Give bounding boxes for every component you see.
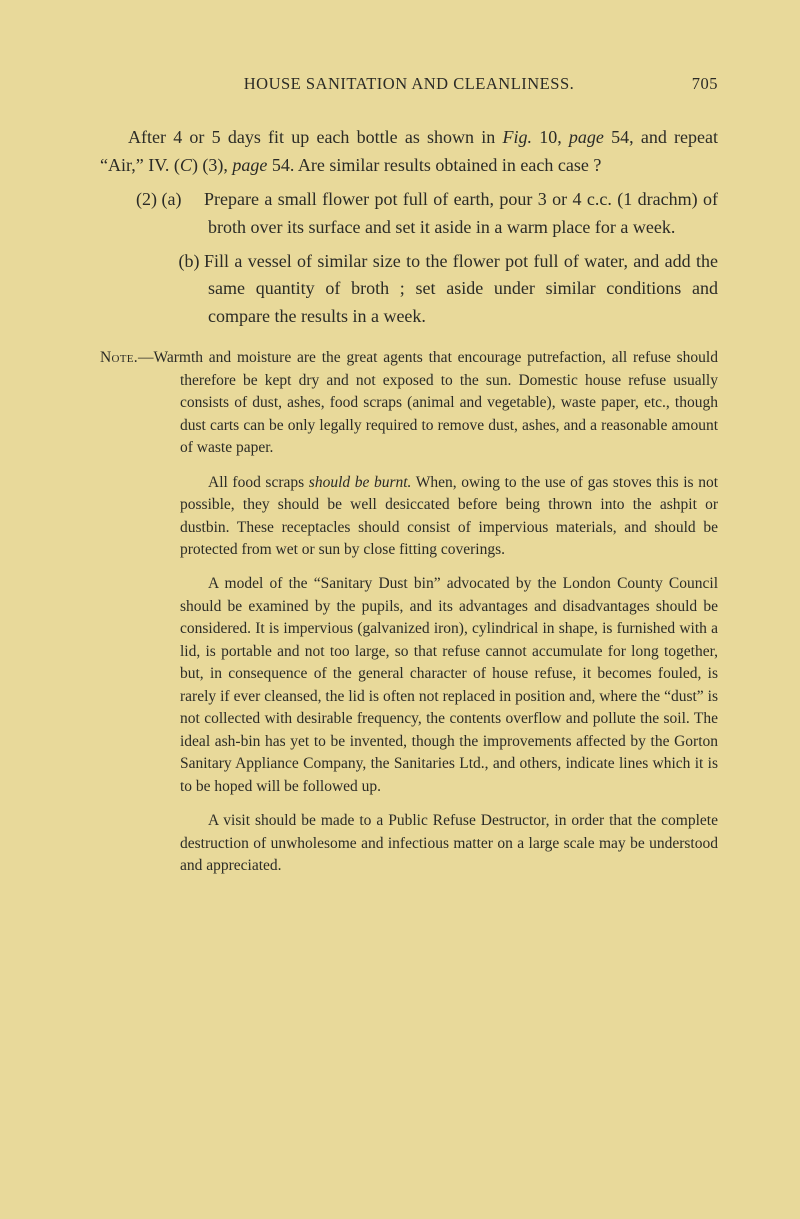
letter-c: C bbox=[180, 155, 192, 175]
note-paragraph-1: Note.—Warmth and moisture are the great … bbox=[100, 347, 718, 459]
label-text: (b) bbox=[179, 251, 200, 271]
list-item-2a: (2) (a) Prepare a small flower pot full o… bbox=[100, 186, 718, 242]
item-label: (2) (a) bbox=[136, 186, 204, 214]
fig-ref: Fig. bbox=[502, 127, 532, 147]
note-italic: should be burnt. bbox=[309, 474, 412, 491]
label-text: (2) (a) bbox=[136, 189, 181, 209]
note-text: —Warmth and moisture are the great agent… bbox=[138, 349, 718, 456]
note-text: All food scraps bbox=[208, 474, 309, 491]
note-text: A visit should be made to a Public Refus… bbox=[180, 812, 718, 874]
note-text: A model of the “Sanitary Dust bin” advoc… bbox=[180, 575, 718, 794]
note-paragraph-2: All food scraps should be burnt. When, o… bbox=[100, 472, 718, 562]
page-ref: page bbox=[569, 127, 604, 147]
header-spacer bbox=[100, 74, 140, 94]
header-title: HOUSE SANITATION AND CLEANLINESS. bbox=[140, 74, 678, 94]
text: After 4 or 5 days fit up each bottle as … bbox=[128, 127, 502, 147]
running-head: HOUSE SANITATION AND CLEANLINESS. 705 bbox=[100, 74, 718, 94]
text: 54. Are similar results obtained in each… bbox=[267, 155, 601, 175]
note-label: Note. bbox=[100, 349, 138, 366]
note-paragraph-4: A visit should be made to a Public Refus… bbox=[100, 810, 718, 877]
item-label: (b) bbox=[136, 248, 204, 276]
page-ref: page bbox=[232, 155, 267, 175]
list-item-2b: (b) Fill a vessel of similar size to the… bbox=[100, 248, 718, 332]
paragraph-1: After 4 or 5 days fit up each bottle as … bbox=[100, 124, 718, 180]
page-number: 705 bbox=[678, 74, 718, 94]
note-paragraph-3: A model of the “Sanitary Dust bin” advoc… bbox=[100, 573, 718, 798]
item-text: Fill a vessel of similar size to the flo… bbox=[204, 251, 718, 327]
item-text: Prepare a small flower pot full of earth… bbox=[204, 189, 718, 237]
text: 10, bbox=[532, 127, 569, 147]
page-container: HOUSE SANITATION AND CLEANLINESS. 705 Af… bbox=[0, 0, 800, 960]
text: ) (3), bbox=[192, 155, 232, 175]
note-block: Note.—Warmth and moisture are the great … bbox=[100, 347, 718, 877]
